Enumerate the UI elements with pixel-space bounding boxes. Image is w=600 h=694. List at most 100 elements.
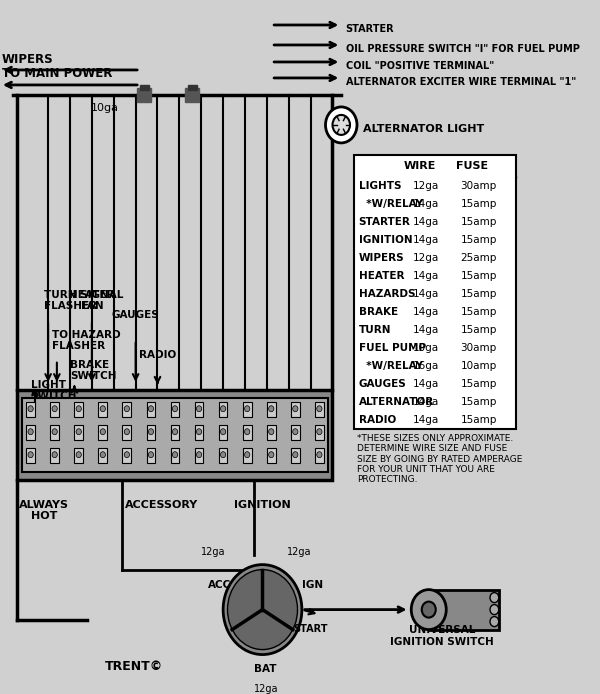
Circle shape	[221, 406, 226, 412]
Bar	[122, 448, 131, 463]
Circle shape	[317, 429, 322, 434]
Circle shape	[196, 406, 202, 412]
Bar	[146, 448, 155, 463]
Bar	[219, 402, 227, 416]
Circle shape	[28, 452, 33, 458]
Text: 15amp: 15amp	[460, 289, 497, 299]
Bar	[355, 155, 516, 429]
Text: WIRE: WIRE	[404, 161, 436, 171]
Text: 12ga: 12ga	[413, 253, 439, 263]
Bar	[188, 85, 197, 90]
Bar	[267, 402, 275, 416]
Text: ALTERNATOR LIGHT: ALTERNATOR LIGHT	[363, 124, 484, 134]
Text: BRAKE: BRAKE	[359, 307, 398, 316]
Text: BRAKE
SWITCH: BRAKE SWITCH	[70, 359, 116, 382]
Circle shape	[28, 406, 33, 412]
Text: ALTERNATOR: ALTERNATOR	[359, 397, 434, 407]
Text: GAUGES: GAUGES	[359, 379, 407, 389]
Bar	[243, 448, 251, 463]
Bar	[291, 448, 299, 463]
Bar	[170, 402, 179, 416]
Text: IGNITION: IGNITION	[359, 235, 412, 245]
Circle shape	[172, 406, 178, 412]
Text: 15amp: 15amp	[460, 235, 497, 245]
Text: TURN SIGNAL
FLASHER: TURN SIGNAL FLASHER	[44, 290, 123, 312]
Bar	[74, 402, 83, 416]
Text: TO MAIN POWER: TO MAIN POWER	[2, 67, 112, 80]
Text: 15amp: 15amp	[460, 397, 497, 407]
Text: 12ga: 12ga	[254, 684, 278, 693]
Circle shape	[245, 406, 250, 412]
Bar	[219, 425, 227, 440]
Text: 10amp: 10amp	[461, 361, 497, 371]
Text: ACC: ACC	[208, 579, 232, 590]
Bar	[146, 402, 155, 416]
Text: 12ga: 12ga	[413, 181, 439, 191]
Text: 14ga: 14ga	[413, 289, 439, 299]
Bar	[219, 448, 227, 463]
Text: 10ga: 10ga	[91, 103, 119, 113]
Bar	[429, 590, 499, 629]
Bar	[146, 425, 155, 440]
Text: UNIVERSAL
IGNITION SWITCH: UNIVERSAL IGNITION SWITCH	[390, 625, 494, 647]
Circle shape	[196, 452, 202, 458]
Bar	[17, 390, 332, 480]
Text: 14ga: 14ga	[413, 325, 439, 335]
Bar	[74, 448, 83, 463]
Circle shape	[490, 593, 499, 602]
Circle shape	[227, 570, 298, 650]
Text: OIL PRESSURE SWITCH "I" FOR FUEL PUMP: OIL PRESSURE SWITCH "I" FOR FUEL PUMP	[346, 44, 580, 54]
Circle shape	[293, 452, 298, 458]
Text: 16ga: 16ga	[413, 361, 439, 371]
Text: RADIO: RADIO	[139, 350, 176, 359]
Text: FUSE: FUSE	[457, 161, 488, 171]
Bar	[140, 85, 149, 90]
Circle shape	[76, 429, 82, 434]
Circle shape	[148, 452, 154, 458]
Circle shape	[124, 429, 130, 434]
Circle shape	[223, 565, 302, 654]
Bar	[122, 425, 131, 440]
Text: 14ga: 14ga	[413, 271, 439, 281]
Bar	[50, 425, 59, 440]
Circle shape	[148, 429, 154, 434]
Text: 15amp: 15amp	[460, 307, 497, 316]
Bar	[315, 402, 324, 416]
Bar	[185, 88, 199, 102]
Bar	[291, 402, 299, 416]
Circle shape	[422, 602, 436, 618]
Text: TURN: TURN	[359, 325, 391, 335]
Text: STARTER: STARTER	[359, 217, 410, 227]
Bar	[137, 88, 151, 102]
Bar	[50, 402, 59, 416]
Bar	[98, 425, 107, 440]
Text: 15amp: 15amp	[460, 199, 497, 209]
Bar	[267, 448, 275, 463]
Bar	[26, 448, 35, 463]
Text: 15amp: 15amp	[460, 217, 497, 227]
Text: 14ga: 14ga	[413, 235, 439, 245]
Bar	[267, 425, 275, 440]
Circle shape	[317, 406, 322, 412]
Circle shape	[28, 429, 33, 434]
Text: 14ga: 14ga	[413, 199, 439, 209]
Circle shape	[100, 452, 106, 458]
Text: 12ga: 12ga	[201, 547, 226, 557]
Circle shape	[269, 452, 274, 458]
Circle shape	[293, 429, 298, 434]
Text: TO HAZARD
FLASHER: TO HAZARD FLASHER	[53, 330, 121, 351]
Text: HAZARDS: HAZARDS	[359, 289, 415, 299]
Circle shape	[52, 452, 58, 458]
Circle shape	[269, 429, 274, 434]
Text: HEATER
FAN: HEATER FAN	[69, 290, 115, 312]
Text: 14ga: 14ga	[413, 307, 439, 316]
Text: *W/RELAY: *W/RELAY	[359, 361, 423, 371]
Text: 15amp: 15amp	[460, 271, 497, 281]
Bar	[315, 448, 324, 463]
Bar	[170, 448, 179, 463]
Circle shape	[490, 616, 499, 627]
Text: *THESE SIZES ONLY APPROXIMATE.
DETERMINE WIRE SIZE AND FUSE
SIZE BY GOING BY RAT: *THESE SIZES ONLY APPROXIMATE. DETERMINE…	[357, 434, 523, 484]
Bar	[26, 402, 35, 416]
Circle shape	[124, 452, 130, 458]
Text: 14ga: 14ga	[413, 415, 439, 425]
